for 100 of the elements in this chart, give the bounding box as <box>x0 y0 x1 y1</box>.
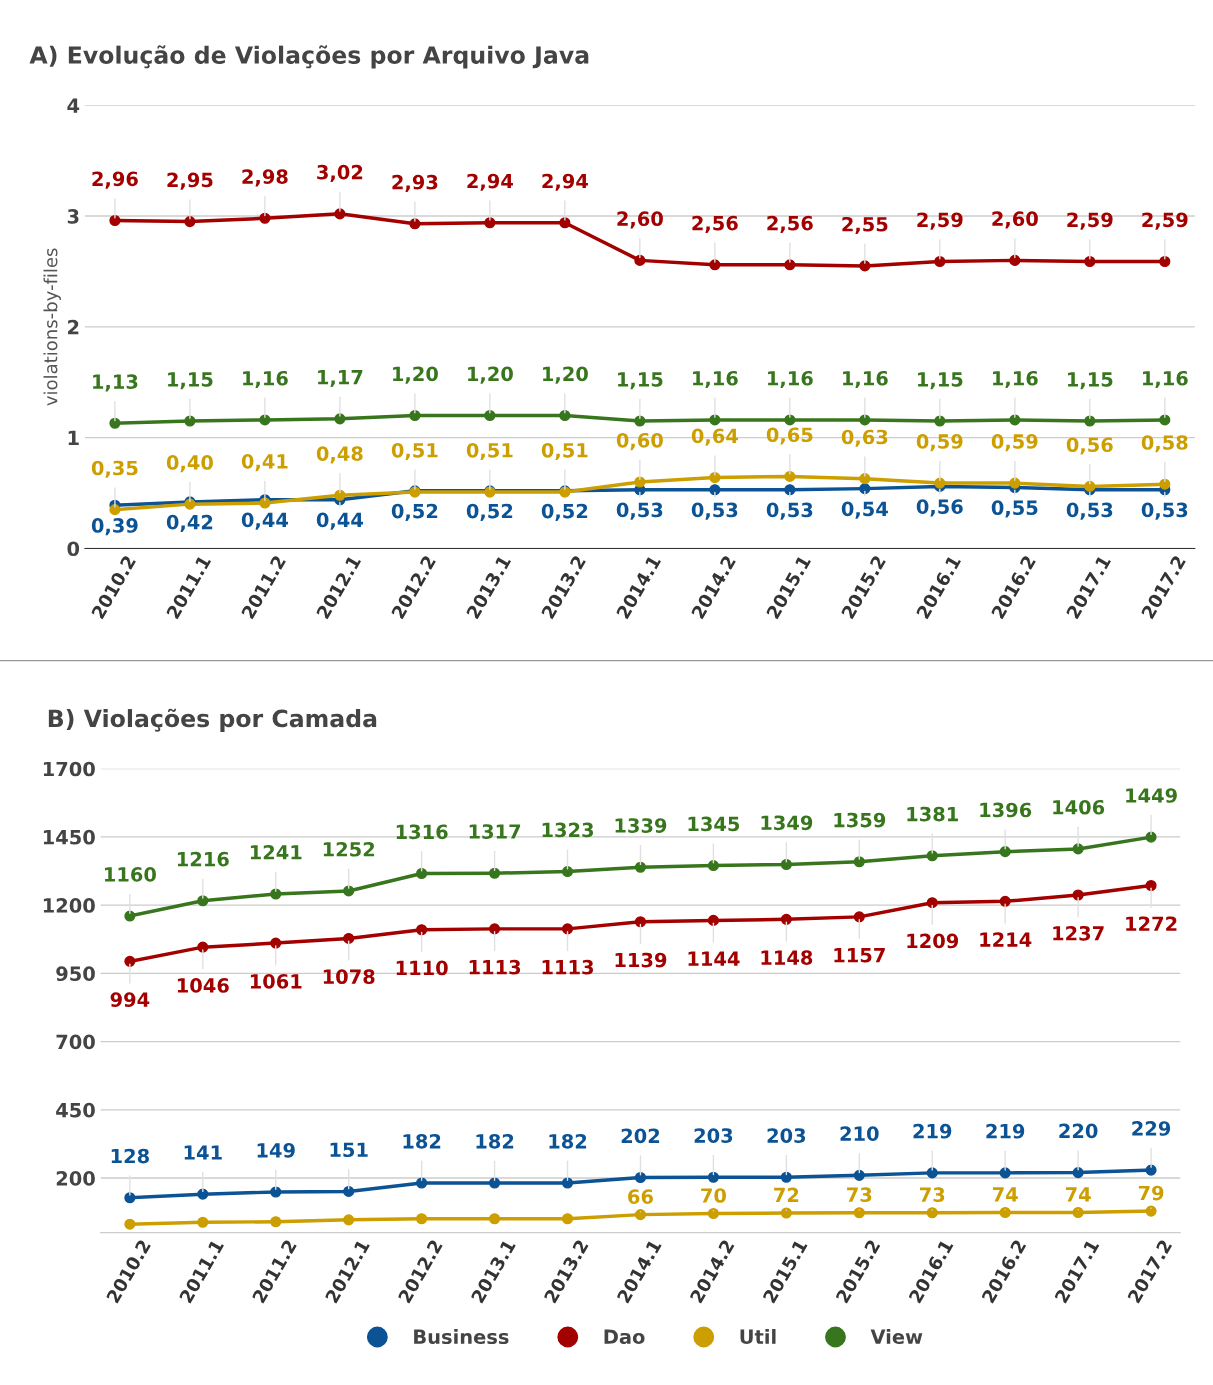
data-label: 0,58 <box>1141 435 1188 453</box>
y-tick-label: 200 <box>56 1171 95 1186</box>
y-tick-label: 4 <box>67 98 80 113</box>
chart-title: B) Violações por Camada <box>48 708 377 732</box>
data-label: 1406 <box>1053 799 1105 815</box>
legend-label: View <box>870 1329 923 1345</box>
data-label: 1,16 <box>693 370 738 389</box>
data-label: 2,56 <box>692 215 738 233</box>
data-label: 219 <box>913 1123 952 1139</box>
data-label: 1113 <box>542 959 594 975</box>
data-label: 2,59 <box>1067 212 1113 230</box>
data-label: 1449 <box>1126 788 1177 803</box>
data-label: 0,53 <box>691 502 738 520</box>
data-label: 1252 <box>323 841 375 857</box>
data-label: 202 <box>621 1128 660 1144</box>
data-label: 1078 <box>323 969 375 985</box>
data-label: 1,13 <box>93 374 138 392</box>
data-label: 1,16 <box>993 370 1038 389</box>
y-tick-label: 1450 <box>43 829 95 845</box>
data-label: 1148 <box>761 950 813 965</box>
data-label: 0,42 <box>166 514 213 532</box>
data-label: 0,35 <box>91 460 138 478</box>
data-label: 0,53 <box>616 502 663 520</box>
y-tick-label: 0 <box>67 541 80 557</box>
data-label: 1241 <box>250 844 302 860</box>
data-label: 2,94 <box>467 173 513 191</box>
data-label: 0,60 <box>616 432 663 451</box>
data-label: 1,17 <box>318 370 363 387</box>
data-label: 1323 <box>542 822 594 838</box>
data-label: 220 <box>1059 1123 1098 1139</box>
data-label: 2,59 <box>917 212 963 230</box>
data-label: 0,39 <box>91 518 138 536</box>
data-label: 210 <box>840 1126 879 1142</box>
data-label: 0,52 <box>541 503 588 521</box>
data-label: 66 <box>628 1189 653 1204</box>
y-tick-label: 1200 <box>43 898 95 913</box>
data-label: 2,98 <box>242 169 288 187</box>
data-label: 1,15 <box>618 372 663 390</box>
data-label: 0,63 <box>841 429 888 447</box>
y-tick-label: 1 <box>68 430 79 446</box>
data-label: 73 <box>847 1187 872 1203</box>
data-label: 0,56 <box>1066 437 1113 455</box>
data-label: 2,55 <box>842 216 888 235</box>
data-label: 182 <box>476 1133 514 1149</box>
data-label: 203 <box>694 1128 733 1143</box>
data-label: 0,64 <box>691 428 738 446</box>
data-label: 72 <box>774 1187 799 1203</box>
y-axis-title: violations-by-files <box>43 248 61 406</box>
data-label: 1339 <box>615 818 667 833</box>
data-label: 151 <box>330 1142 368 1158</box>
data-label: 1,15 <box>918 372 963 390</box>
data-label: 1,16 <box>768 370 813 389</box>
data-label: 79 <box>1138 1185 1164 1201</box>
data-label: 182 <box>549 1133 587 1149</box>
data-label: 1,16 <box>243 370 288 389</box>
data-label: 182 <box>403 1133 441 1149</box>
data-label: 1113 <box>469 959 521 975</box>
data-label: 0,41 <box>241 454 288 472</box>
y-tick-label: 2 <box>68 319 79 335</box>
data-label: 1216 <box>177 851 229 867</box>
data-label: 0,59 <box>916 434 963 452</box>
y-tick-label: 700 <box>56 1034 95 1050</box>
data-label: 2,60 <box>992 211 1038 229</box>
data-label: 2,60 <box>617 211 663 229</box>
data-label: 2,93 <box>392 174 438 192</box>
data-label: 0,51 <box>391 442 438 461</box>
y-tick-label: 1700 <box>43 761 95 777</box>
data-label: 2,96 <box>92 171 138 189</box>
data-label: 3,02 <box>317 164 363 183</box>
data-label: 0,55 <box>991 500 1038 518</box>
data-label: 2,94 <box>542 173 588 191</box>
data-label: 1,20 <box>543 366 588 384</box>
data-label: 0,44 <box>316 512 363 530</box>
data-label: 1214 <box>980 932 1032 947</box>
data-label: 1110 <box>396 960 448 976</box>
data-label: 1381 <box>907 806 958 822</box>
data-label: 0,53 <box>1141 502 1188 520</box>
chart-title: A) Evolução de Violações por Arquivo Java <box>29 45 589 69</box>
data-label: 1,20 <box>393 366 438 384</box>
data-label: 0,54 <box>841 501 888 519</box>
data-label: 994 <box>110 992 150 1007</box>
data-label: 0,44 <box>241 512 288 530</box>
data-label: 1237 <box>1053 925 1104 941</box>
data-label: 1345 <box>688 816 740 832</box>
data-label: 2,59 <box>1142 212 1188 230</box>
data-label: 1139 <box>615 952 667 968</box>
data-label: 1160 <box>104 867 156 882</box>
data-label: 0,52 <box>391 503 438 521</box>
data-label: 2,95 <box>167 172 213 190</box>
y-tick-label: 3 <box>67 209 79 224</box>
legend-label: Util <box>740 1329 776 1345</box>
data-label: 0,40 <box>166 455 213 473</box>
data-label: 1,16 <box>1143 370 1188 389</box>
data-label: 1396 <box>980 802 1032 818</box>
data-label: 219 <box>986 1123 1025 1139</box>
data-label: 1349 <box>761 815 813 831</box>
data-label: 149 <box>257 1142 295 1158</box>
y-tick-label: 450 <box>56 1102 95 1118</box>
data-label: 229 <box>1132 1121 1171 1136</box>
data-label: 1,20 <box>468 366 513 384</box>
